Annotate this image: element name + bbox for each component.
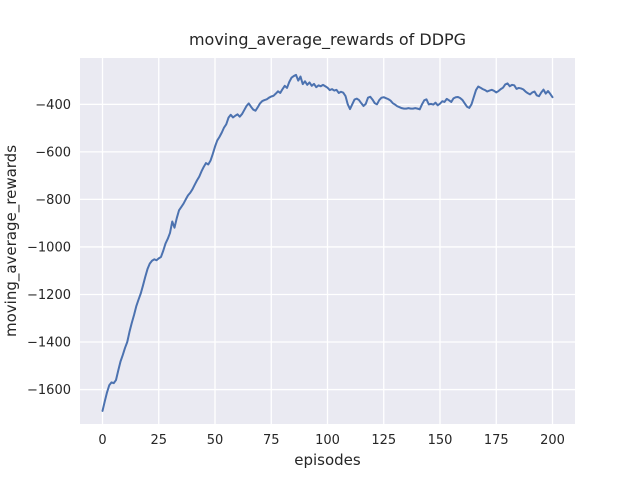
x-tick-label: 0 [98,433,106,448]
y-tick-label: −800 [35,193,71,208]
data-series-layer [101,73,554,412]
y-tick-label: −1200 [27,288,71,303]
x-tick-label: 200 [540,433,565,448]
x-tick-label: 125 [371,433,396,448]
x-tick-label: 75 [263,433,280,448]
y-axis-label: moving_average_rewards [2,145,21,337]
chart-title: moving_average_rewards of DDPG [189,30,466,50]
x-tick-label: 175 [484,433,509,448]
x-tick-label: 25 [150,433,167,448]
y-tick-label: −1600 [27,383,71,398]
y-tick-label: −600 [35,145,71,160]
y-tick-label: −1000 [27,240,71,255]
tick-labels-layer: 0 25 50 75 100 125 150 175 200 −400 −600 −800 −1000 −… [27,98,565,448]
y-tick-label: −400 [35,98,71,113]
x-tick-label: 50 [207,433,224,448]
gridlines-layer [80,58,575,424]
x-tick-label: 150 [428,433,453,448]
x-tick-label: 100 [315,433,340,448]
series-line [101,73,554,412]
x-axis-label: episodes [294,451,361,469]
y-tick-label: −1400 [27,336,71,351]
